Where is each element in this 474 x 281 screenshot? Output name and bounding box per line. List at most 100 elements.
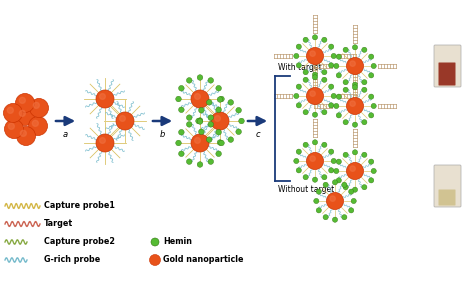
Circle shape: [310, 51, 315, 56]
Circle shape: [208, 122, 214, 127]
Circle shape: [3, 103, 22, 123]
Text: Capture probe1: Capture probe1: [44, 201, 115, 210]
Circle shape: [316, 189, 321, 194]
Circle shape: [16, 106, 35, 126]
Circle shape: [294, 158, 299, 164]
Text: Hemin: Hemin: [163, 237, 192, 246]
Circle shape: [348, 189, 354, 194]
Circle shape: [239, 118, 244, 124]
Circle shape: [296, 168, 301, 173]
Circle shape: [310, 91, 315, 96]
Circle shape: [369, 159, 374, 164]
Circle shape: [352, 82, 357, 87]
Circle shape: [179, 107, 184, 113]
Circle shape: [7, 107, 13, 113]
Circle shape: [331, 53, 336, 59]
Circle shape: [116, 112, 134, 130]
Circle shape: [342, 182, 347, 187]
Circle shape: [328, 149, 334, 154]
Circle shape: [228, 137, 234, 142]
Circle shape: [216, 85, 221, 91]
Circle shape: [199, 107, 204, 113]
Circle shape: [211, 112, 229, 130]
Circle shape: [322, 37, 327, 42]
Circle shape: [217, 140, 223, 145]
Circle shape: [322, 110, 327, 115]
Text: a: a: [63, 130, 68, 139]
Circle shape: [296, 149, 301, 154]
Circle shape: [343, 80, 348, 85]
Circle shape: [362, 87, 367, 92]
Circle shape: [336, 113, 341, 118]
Circle shape: [296, 103, 301, 108]
Circle shape: [369, 94, 374, 99]
Circle shape: [346, 58, 364, 74]
Circle shape: [322, 142, 327, 148]
Circle shape: [371, 64, 376, 69]
Circle shape: [151, 238, 159, 246]
Circle shape: [343, 87, 348, 92]
Circle shape: [350, 166, 356, 171]
Circle shape: [312, 140, 318, 145]
FancyBboxPatch shape: [434, 45, 461, 87]
Circle shape: [343, 120, 348, 125]
Circle shape: [343, 152, 348, 157]
Circle shape: [334, 103, 339, 108]
Circle shape: [303, 70, 308, 75]
Circle shape: [362, 152, 367, 157]
Circle shape: [179, 85, 184, 91]
Circle shape: [328, 63, 334, 68]
Circle shape: [346, 162, 364, 180]
Circle shape: [336, 159, 341, 164]
Text: b: b: [160, 130, 165, 139]
Circle shape: [346, 98, 364, 114]
Circle shape: [296, 63, 301, 68]
Circle shape: [294, 53, 299, 59]
Circle shape: [29, 99, 48, 117]
Circle shape: [217, 97, 223, 102]
Circle shape: [100, 94, 105, 99]
Circle shape: [303, 77, 308, 82]
Circle shape: [371, 168, 376, 174]
Circle shape: [328, 84, 334, 89]
Circle shape: [219, 96, 224, 102]
Circle shape: [314, 198, 319, 204]
Circle shape: [100, 138, 105, 143]
Circle shape: [369, 73, 374, 78]
Text: Gold nanoparticle: Gold nanoparticle: [163, 255, 244, 264]
Circle shape: [303, 142, 308, 148]
Circle shape: [312, 35, 318, 40]
Circle shape: [186, 115, 192, 121]
Circle shape: [334, 64, 339, 69]
Circle shape: [186, 122, 192, 127]
Circle shape: [179, 130, 184, 135]
Circle shape: [362, 120, 367, 125]
Circle shape: [336, 178, 341, 183]
Text: Without target: Without target: [278, 185, 334, 194]
Circle shape: [197, 118, 203, 123]
Circle shape: [316, 208, 321, 213]
Circle shape: [19, 110, 26, 116]
Circle shape: [219, 140, 224, 146]
Circle shape: [307, 47, 323, 65]
Text: G-rich probe: G-rich probe: [44, 255, 100, 264]
Circle shape: [195, 94, 201, 99]
Circle shape: [369, 178, 374, 183]
Circle shape: [322, 175, 327, 180]
Circle shape: [176, 96, 181, 102]
Circle shape: [312, 75, 318, 80]
Circle shape: [352, 150, 357, 155]
Circle shape: [327, 192, 344, 210]
Circle shape: [20, 130, 27, 136]
Circle shape: [196, 118, 201, 124]
Circle shape: [208, 159, 214, 164]
Circle shape: [350, 101, 356, 106]
Circle shape: [310, 156, 315, 161]
Circle shape: [352, 45, 357, 50]
Circle shape: [17, 126, 36, 146]
Circle shape: [216, 130, 221, 135]
Circle shape: [342, 215, 347, 220]
Circle shape: [228, 99, 234, 105]
Text: Capture probe2: Capture probe2: [44, 237, 115, 246]
Circle shape: [191, 90, 209, 108]
